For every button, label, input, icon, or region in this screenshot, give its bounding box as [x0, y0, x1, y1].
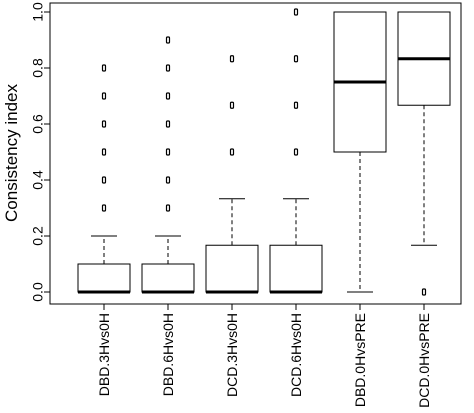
outlier-point — [293, 101, 299, 109]
outlier-point — [229, 148, 235, 156]
y-tick-label: 0.2 — [30, 226, 46, 246]
outlier-point — [101, 204, 107, 212]
y-tick-label: 0.8 — [30, 58, 46, 78]
box-rect — [269, 244, 323, 293]
outlier-point — [101, 92, 107, 100]
outlier-point — [165, 120, 171, 128]
outlier-point — [165, 36, 171, 44]
outlier-point — [165, 176, 171, 184]
box-group — [77, 8, 451, 296]
y-tick-label: 0.6 — [30, 114, 46, 134]
y-tick-label: 1.0 — [30, 2, 46, 22]
outlier-point — [229, 55, 235, 63]
y-tick-label: 0.4 — [30, 170, 46, 190]
outlier-point — [101, 120, 107, 128]
box-rect — [205, 244, 259, 293]
outlier-point — [101, 148, 107, 156]
outlier-point — [293, 148, 299, 156]
y-axis: 0.0 0.2 0.4 0.6 0.8 1.0 — [30, 2, 50, 302]
outlier-point — [293, 8, 299, 16]
y-tick-label: 0.0 — [30, 282, 46, 302]
outlier-point — [165, 204, 171, 212]
outlier-point — [293, 55, 299, 63]
box-DBD.0HvsPRE — [333, 11, 387, 293]
x-tick-label: DBD.0HvsPRE — [352, 313, 368, 407]
x-axis: DBD.3Hvs0H DBD.6Hvs0H DCD.3Hvs0H DCD.6Hvs0H… — [96, 304, 432, 408]
outlier-point — [101, 176, 107, 184]
box-DBD.6Hvs0H — [141, 36, 195, 294]
outlier-point — [101, 64, 107, 72]
x-tick-label: DCD.0HvsPRE — [416, 313, 432, 408]
box-DCD.6Hvs0H — [269, 8, 323, 294]
x-tick-label: DBD.6Hvs0H — [160, 313, 176, 396]
box-DCD.0HvsPRE — [397, 11, 451, 296]
outlier-point — [165, 92, 171, 100]
outlier-point — [165, 148, 171, 156]
plot-frame — [49, 2, 462, 305]
x-tick-label: DCD.3Hvs0H — [224, 313, 240, 397]
outlier-point — [421, 288, 427, 296]
box-rect — [141, 263, 195, 293]
outlier-point — [229, 101, 235, 109]
outlier-point — [165, 64, 171, 72]
x-tick-label: DBD.3Hvs0H — [96, 313, 112, 396]
x-tick-label: DCD.6Hvs0H — [288, 313, 304, 397]
box-DBD.3Hvs0H — [77, 64, 131, 294]
y-axis-label: Consistency index — [2, 84, 21, 222]
box-rect — [77, 263, 131, 293]
box-DCD.3Hvs0H — [205, 55, 259, 294]
